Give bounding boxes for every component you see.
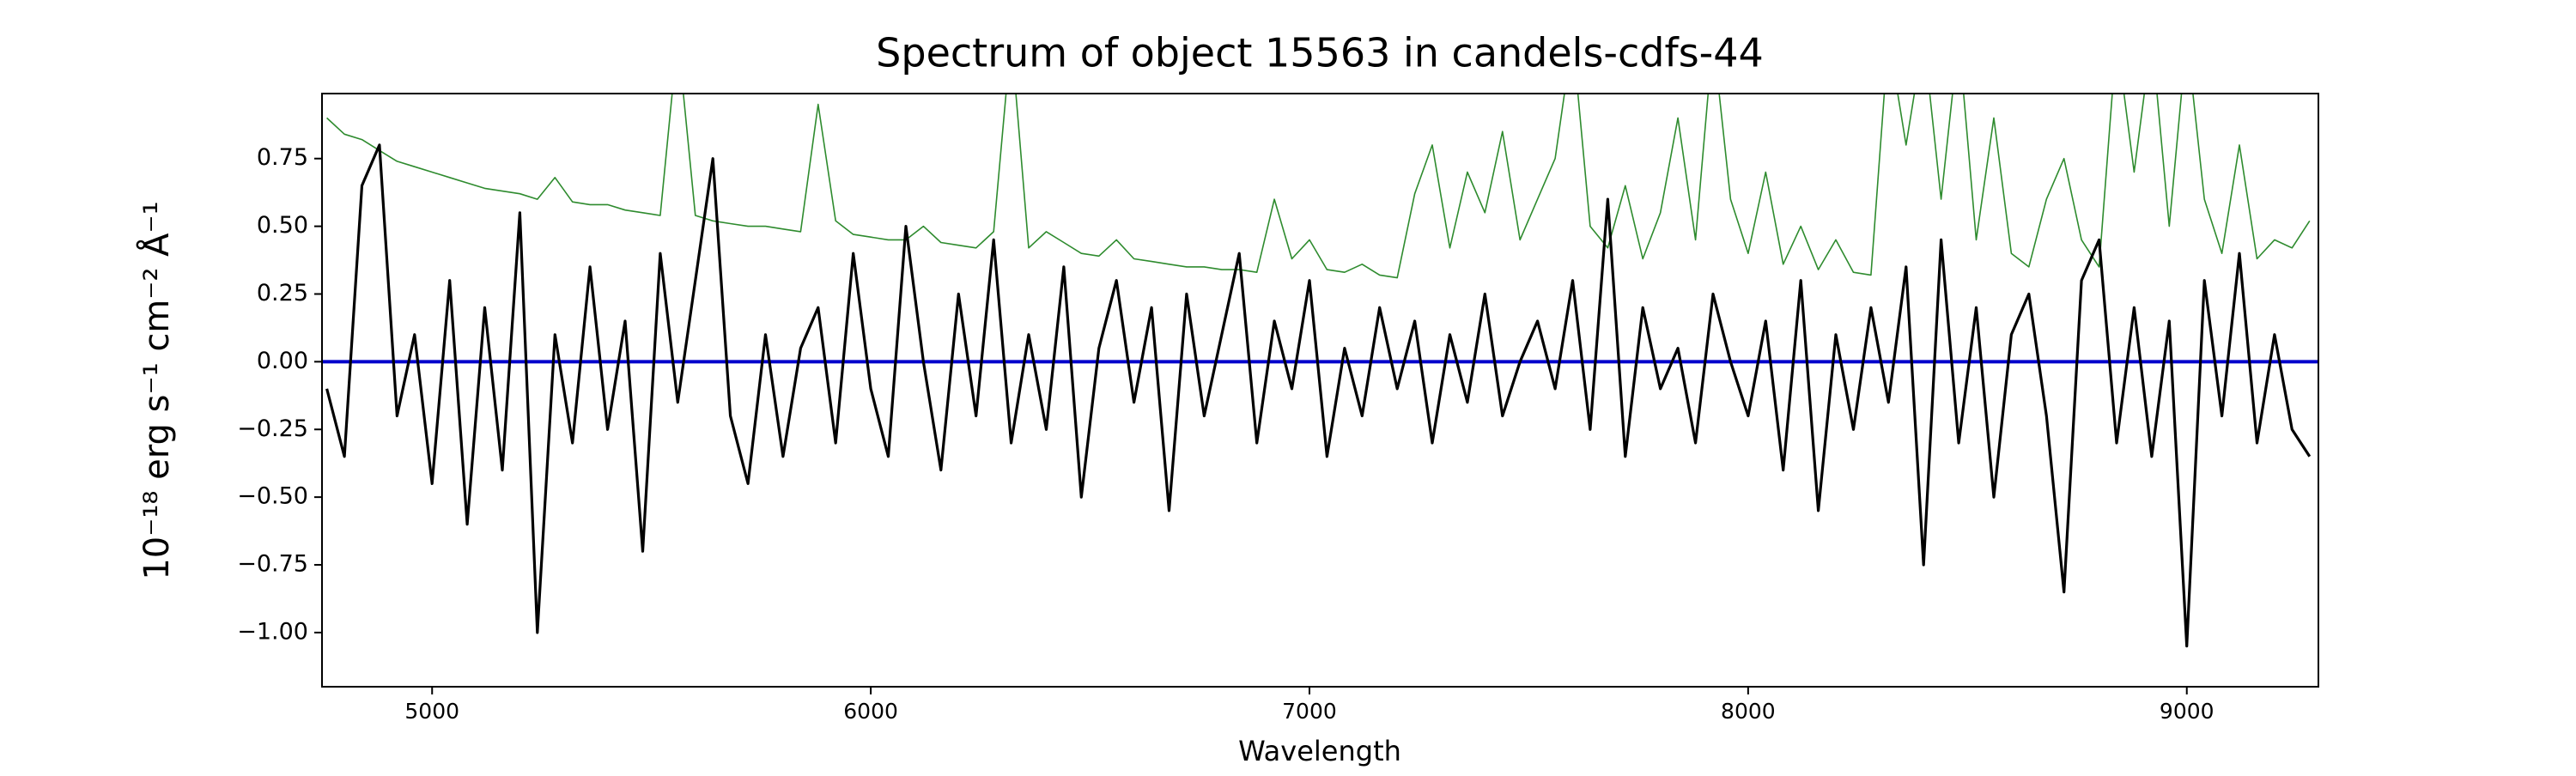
x-tick-label: 6000 [843,699,898,724]
plot-area [322,94,2318,648]
y-tick-label: −0.75 [237,551,308,578]
x-axis-label: Wavelength [1238,735,1401,767]
x-tick-label: 5000 [404,699,459,724]
y-tick-label: 0.00 [257,348,308,374]
y-tick-label: 0.75 [257,144,308,171]
y-tick-label: 0.25 [257,280,308,306]
y-tick-label: −0.25 [237,415,308,442]
x-tick-label: 8000 [1721,699,1776,724]
spectrum-line [325,143,2312,648]
chart-title: Spectrum of object 15563 in candels-cdfs… [876,30,1764,76]
spectrum-line [326,94,2311,279]
x-tick-label: 9000 [2160,699,2215,724]
x-tick-label: 7000 [1282,699,1337,724]
y-tick-label: −0.50 [237,483,308,510]
y-tick-label: 0.50 [257,212,308,239]
plot-frame [321,93,2319,688]
y-axis-label: 10⁻¹⁸ erg s⁻¹ cm⁻² Å⁻¹ [136,201,177,579]
y-tick-label: −1.00 [237,618,308,645]
